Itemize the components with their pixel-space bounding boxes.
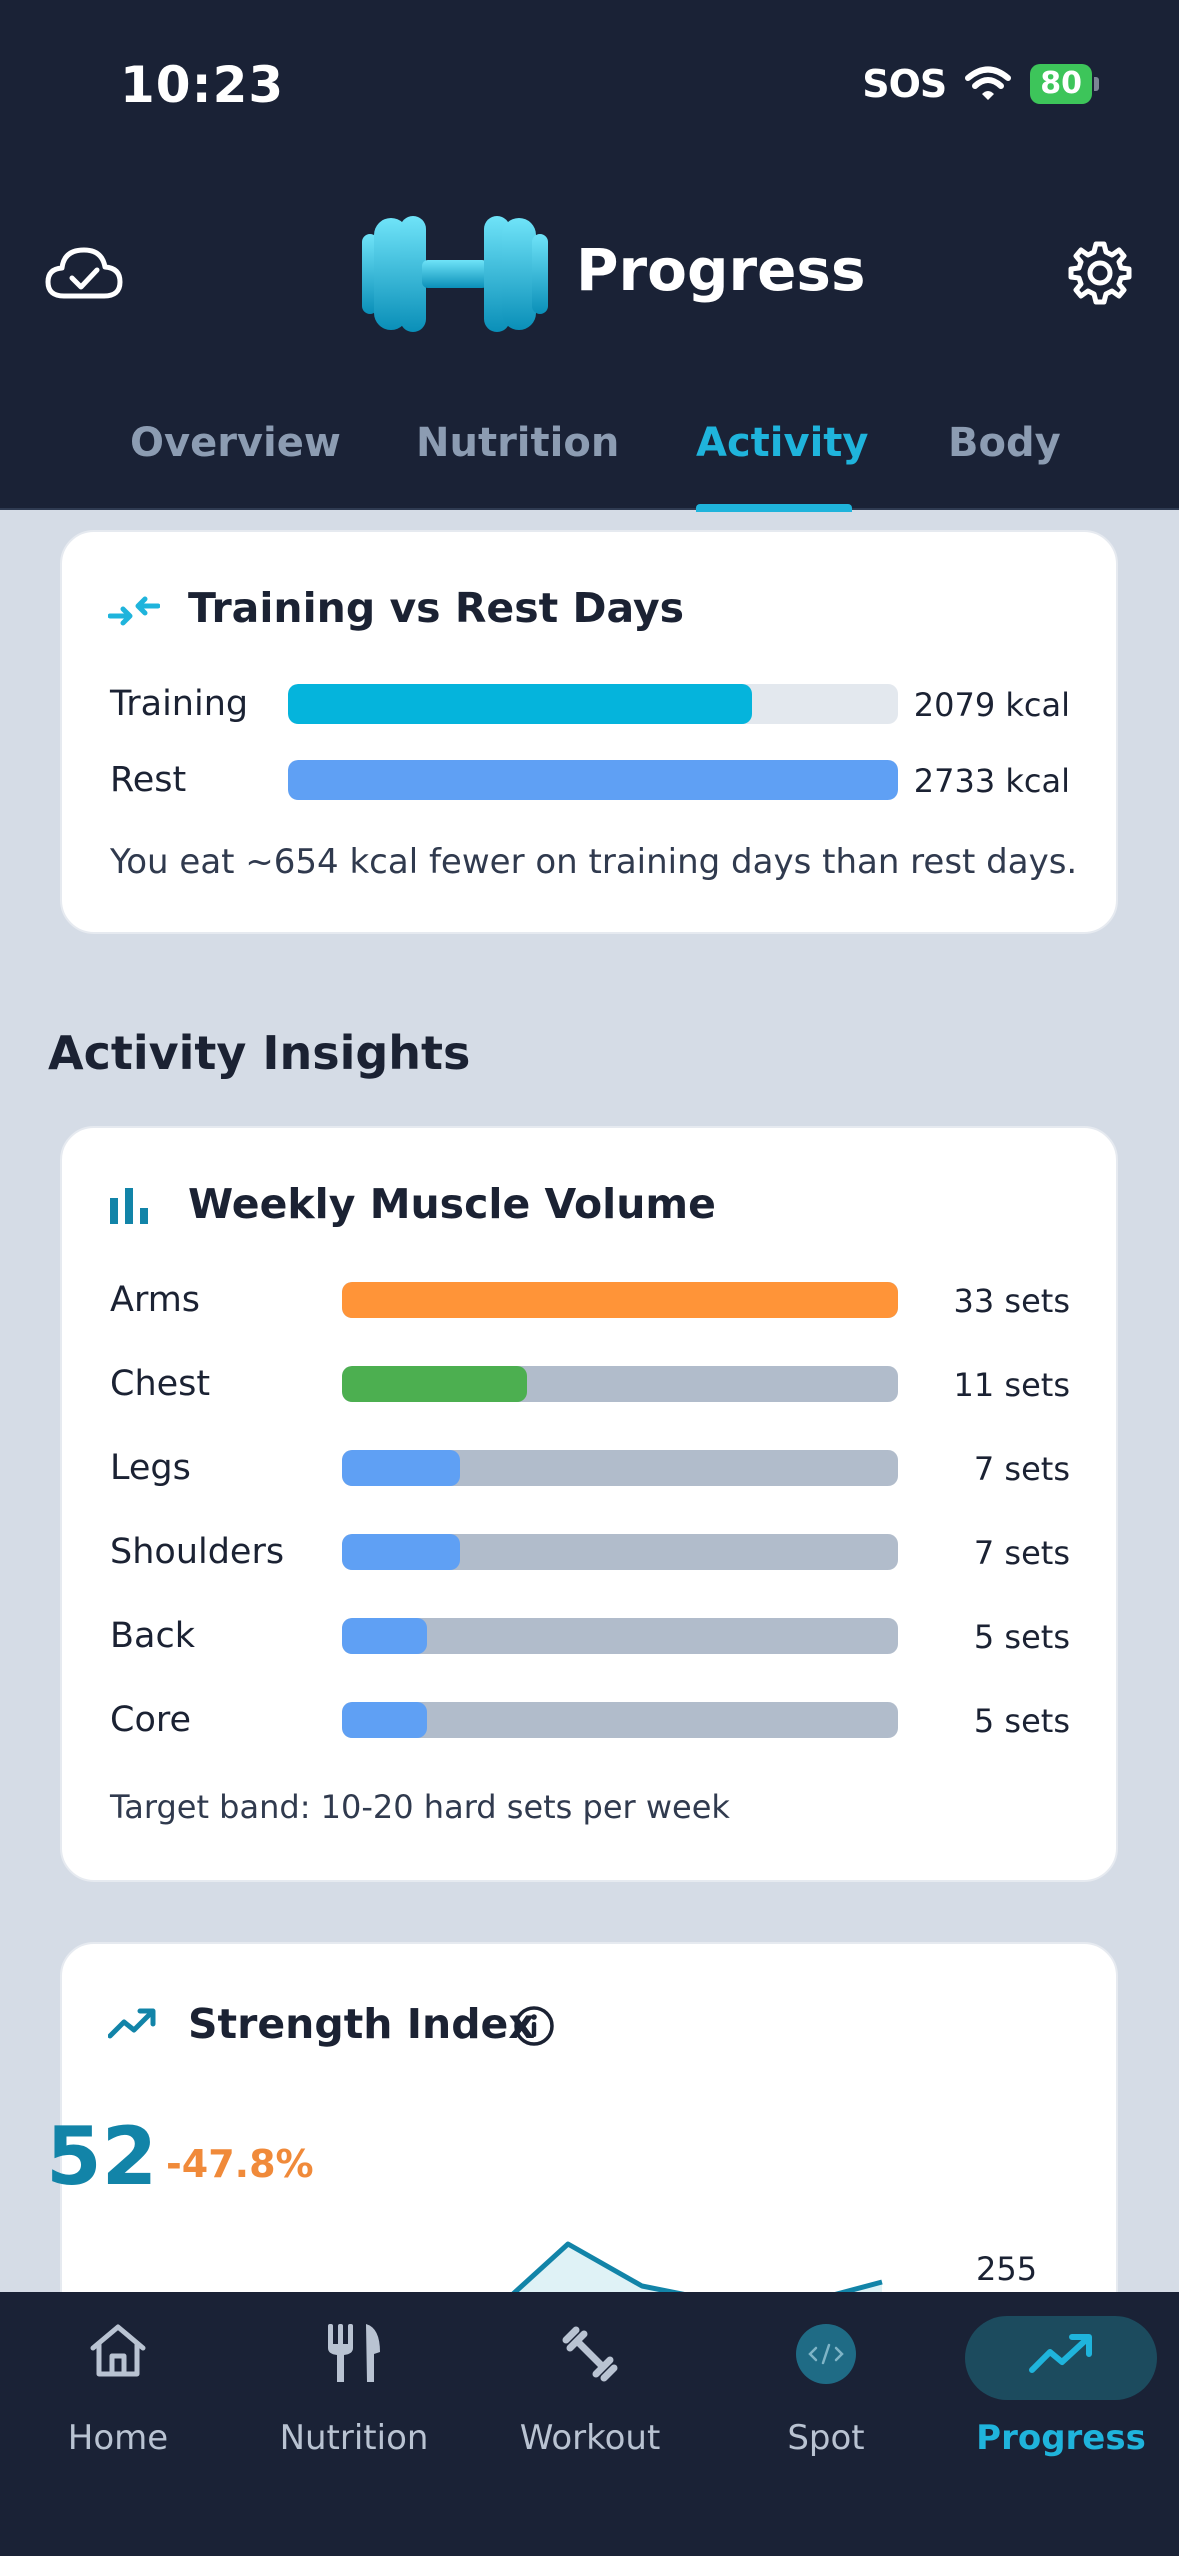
nav-workout-label: Workout	[519, 2418, 661, 2458]
status-indicators: SOS 80	[862, 62, 1099, 106]
muscle-arms-label: Arms	[110, 1280, 201, 1320]
fork-knife-icon	[328, 2324, 380, 2382]
training-label: Training	[110, 684, 249, 724]
nav-spot-label: Spot	[787, 2418, 865, 2458]
target-band-note: Target band: 10-20 hard sets per week	[110, 1788, 730, 1826]
sos-indicator: SOS	[862, 62, 947, 106]
tab-activity[interactable]: Activity	[696, 420, 869, 466]
strength-index-value: 52	[46, 2110, 158, 2203]
muscle-chest-bar-fill	[342, 1366, 528, 1402]
muscle-core-label: Core	[110, 1700, 192, 1740]
muscle-core-bar-track	[342, 1702, 898, 1738]
nav-home[interactable]: Home	[0, 2292, 236, 2492]
rest-bar-track	[288, 760, 898, 800]
muscle-chest-value: 11 sets	[953, 1366, 1070, 1404]
active-tab-indicator	[696, 504, 852, 512]
bottom-navigation: Home Nutrition Workout	[0, 2292, 1179, 2556]
muscle-legs-value: 7 sets	[973, 1450, 1070, 1488]
muscle-arms-bar-track	[342, 1282, 898, 1318]
muscle-shoulders-label: Shoulders	[110, 1532, 285, 1572]
training-bar-fill	[288, 684, 752, 724]
training-rest-summary: You eat ~654 kcal fewer on training days…	[110, 842, 1078, 882]
dumbbell-logo-icon	[362, 216, 548, 332]
activity-insights-heading: Activity Insights	[48, 1026, 471, 1080]
muscle-legs-bar-fill	[342, 1450, 460, 1486]
nav-progress-label: Progress	[976, 2418, 1146, 2458]
muscle-legs-label: Legs	[110, 1448, 191, 1488]
strength-index-title: Strength Index	[188, 2000, 535, 2048]
strength-index-change: -47.8%	[166, 2142, 314, 2186]
muscle-chest-bar-track	[342, 1366, 898, 1402]
muscle-shoulders-bar-track	[342, 1534, 898, 1570]
training-vs-rest-card: Training vs Rest Days Training 2079 kcal…	[60, 530, 1118, 934]
nav-home-label: Home	[67, 2418, 169, 2458]
trend-up-icon	[108, 2008, 156, 2039]
nav-nutrition[interactable]: Nutrition	[236, 2292, 472, 2492]
muscle-arms-bar-fill	[342, 1282, 898, 1318]
weekly-muscle-volume-title: Weekly Muscle Volume	[188, 1180, 716, 1228]
wifi-icon	[965, 66, 1012, 100]
settings-gear-icon[interactable]	[1065, 238, 1135, 308]
nav-progress[interactable]: Progress	[943, 2292, 1179, 2492]
tab-nutrition[interactable]: Nutrition	[416, 420, 620, 466]
home-icon	[90, 2324, 146, 2377]
tab-overview[interactable]: Overview	[130, 420, 341, 466]
page-title: Progress	[576, 236, 866, 304]
rest-bar-fill	[288, 760, 898, 800]
muscle-back-label: Back	[110, 1616, 195, 1656]
strength-index-sparkline	[509, 2241, 883, 2294]
nav-workout[interactable]: Workout	[472, 2292, 708, 2492]
compare-arrows-icon	[108, 596, 160, 626]
strength-chart-label: 255	[976, 2250, 1038, 2288]
muscle-core-value: 5 sets	[973, 1702, 1070, 1740]
training-vs-rest-title: Training vs Rest Days	[188, 584, 685, 632]
cloud-sync-icon[interactable]	[44, 242, 124, 306]
dumbbell-icon	[562, 2326, 618, 2382]
muscle-shoulders-bar-fill	[342, 1534, 460, 1570]
muscle-back-value: 5 sets	[973, 1618, 1070, 1656]
nav-spot[interactable]: Spot	[708, 2292, 944, 2492]
app-header: 10:23 SOS 80 Progress	[0, 0, 1179, 512]
muscle-shoulders-value: 7 sets	[973, 1534, 1070, 1572]
weekly-muscle-volume-card: Weekly Muscle Volume Arms 33 sets Chest 11 …	[60, 1126, 1118, 1882]
spot-ai-icon	[796, 2324, 856, 2384]
rest-label: Rest	[110, 760, 187, 800]
rest-value: 2733 kcal	[913, 762, 1070, 800]
training-value: 2079 kcal	[913, 686, 1070, 724]
battery-tip	[1094, 77, 1099, 91]
muscle-legs-bar-track	[342, 1450, 898, 1486]
muscle-arms-value: 33 sets	[953, 1282, 1070, 1320]
battery-level: 80	[1030, 64, 1092, 104]
muscle-core-bar-fill	[342, 1702, 427, 1738]
nav-nutrition-label: Nutrition	[279, 2418, 429, 2458]
muscle-back-bar-fill	[342, 1618, 427, 1654]
battery-indicator: 80	[1030, 64, 1099, 104]
muscle-back-bar-track	[342, 1618, 898, 1654]
training-bar-track	[288, 684, 898, 724]
bar-chart-icon	[110, 1188, 148, 1224]
muscle-chest-label: Chest	[110, 1364, 211, 1404]
trend-up-icon	[1029, 2334, 1092, 2373]
info-icon[interactable]	[512, 2004, 556, 2048]
progress-tabs: Overview Nutrition Activity Body	[0, 410, 1179, 512]
tab-body[interactable]: Body	[948, 420, 1061, 466]
status-time: 10:23	[120, 56, 285, 114]
